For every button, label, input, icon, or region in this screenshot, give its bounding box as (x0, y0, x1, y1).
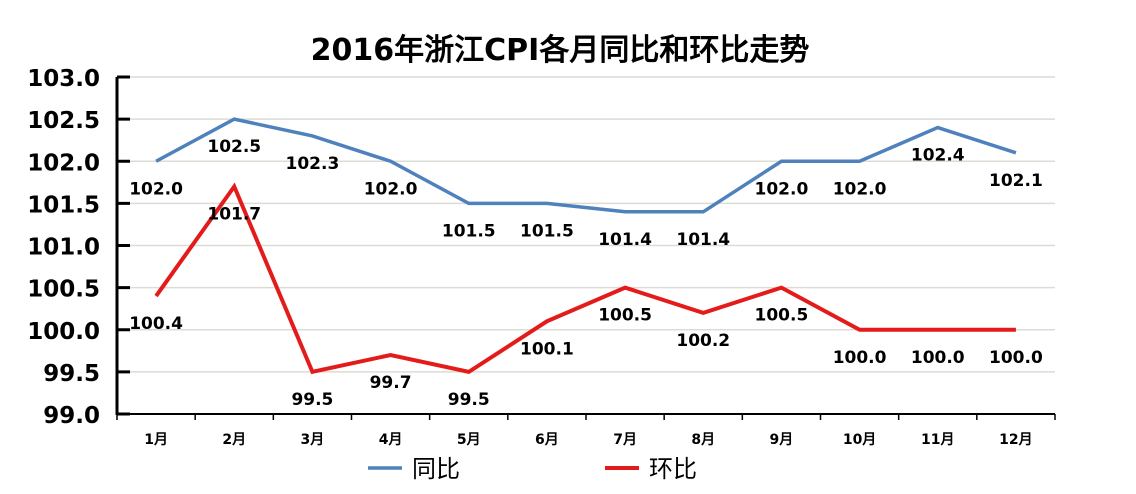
x-tick-label: 1月 (144, 432, 168, 448)
data-label: 101.4 (598, 230, 652, 250)
y-tick-label: 103.0 (27, 66, 100, 92)
x-tick-label: 9月 (770, 432, 794, 448)
data-label: 101.5 (442, 221, 496, 241)
data-label: 99.5 (448, 390, 490, 410)
x-tick-label: 8月 (691, 432, 715, 448)
data-label: 99.7 (370, 373, 412, 393)
data-label: 102.0 (833, 179, 887, 199)
data-label: 100.0 (833, 348, 887, 368)
data-label: 100.0 (911, 348, 965, 368)
chart-title: 2016年浙江CPI各月同比和环比走势 (311, 33, 810, 68)
data-label: 101.4 (676, 230, 730, 250)
data-label: 100.2 (676, 331, 730, 351)
x-tick-label: 3月 (301, 432, 325, 448)
data-label: 99.5 (291, 390, 333, 410)
data-label: 101.5 (520, 221, 574, 241)
data-label: 100.5 (755, 306, 809, 326)
x-tick-label: 11月 (921, 432, 954, 448)
data-label: 102.5 (207, 137, 261, 157)
x-tick-label: 5月 (457, 432, 481, 448)
data-label: 100.5 (598, 306, 652, 326)
y-tick-label: 102.5 (27, 108, 100, 134)
x-tick-label: 7月 (613, 432, 637, 448)
x-tick-label: 12月 (999, 432, 1032, 448)
x-tick-label: 6月 (535, 432, 559, 448)
legend-label: 同比 (412, 455, 460, 483)
data-label: 100.4 (129, 314, 183, 334)
y-tick-label: 101.5 (27, 192, 100, 218)
data-label: 100.1 (520, 339, 574, 359)
series-line-tongbi (155, 117, 1017, 214)
data-label: 101.7 (207, 205, 261, 225)
legend-label: 环比 (649, 455, 697, 483)
y-tick-label: 99.5 (43, 361, 100, 387)
data-label: 102.1 (989, 171, 1043, 191)
data-label: 102.4 (911, 146, 965, 166)
y-tick-label: 100.5 (27, 277, 100, 303)
data-label: 100.0 (989, 348, 1043, 368)
data-label: 102.0 (755, 179, 809, 199)
series-line-huanbi (154, 182, 1016, 375)
y-tick-label: 100.0 (27, 319, 100, 345)
y-tick-label: 101.0 (27, 235, 100, 261)
y-tick-label: 99.0 (43, 403, 100, 429)
data-label: 102.0 (364, 179, 418, 199)
x-tick-label: 4月 (379, 432, 403, 448)
y-tick-label: 102.0 (27, 150, 100, 176)
data-label: 102.3 (286, 154, 340, 174)
data-label: 102.0 (129, 179, 183, 199)
x-tick-label: 10月 (843, 432, 876, 448)
x-tick-label: 2月 (222, 432, 246, 448)
